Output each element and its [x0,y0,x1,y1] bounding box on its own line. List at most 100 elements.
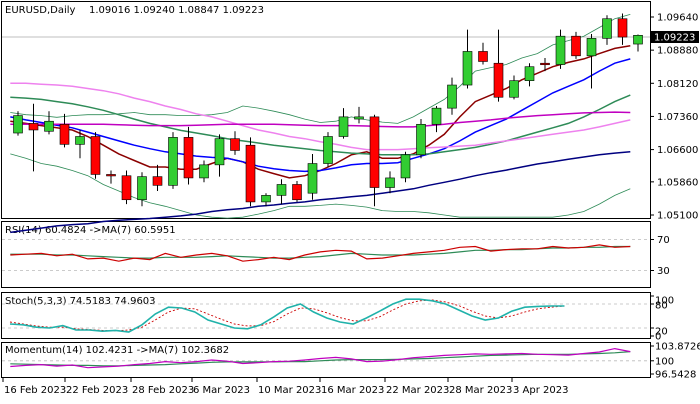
stoch-label: Stoch(5,3,3) 74.5183 74.9603 [5,296,156,307]
candle [59,113,70,148]
candle-body [400,154,411,179]
candle [524,63,535,87]
candle-body [509,80,519,98]
candle-body [261,195,271,203]
candle-body [385,177,395,188]
candle-body [524,66,535,81]
candle [121,170,132,205]
current-price-box [651,31,699,43]
candle [447,77,457,115]
candle [385,171,395,194]
ma-fast-line [10,45,631,179]
candle [323,132,333,168]
date-tick-label: 3 Apr 2023 [513,385,568,396]
candle [354,106,364,124]
rsi-panel-frame [1,221,651,288]
candle [493,29,504,102]
candle [540,57,550,72]
stoch-panel-frame [1,292,651,339]
momentum-panel-frame [1,342,651,378]
candle-body [586,38,597,57]
candle-body [617,18,628,38]
candle [183,126,194,185]
candle-body [276,184,287,196]
candle [431,105,442,133]
ma-navy-line [10,151,631,234]
candle [307,153,318,200]
candle [478,42,488,65]
candle [90,132,101,179]
date-tick-label: 16 Mar 2023 [321,385,384,396]
candle-body [633,35,643,45]
candle-body [323,136,333,164]
candle-body [183,137,194,179]
candle-body [447,84,457,109]
symbol-label: EURUSD,Daily [5,5,76,16]
candle [276,179,287,205]
candle [400,151,411,183]
date-tick-label: 10 Mar 2023 [258,385,321,396]
candle-body [416,123,426,156]
candle-body [44,120,54,132]
candle [509,75,519,100]
candle-body [152,176,163,186]
candle [44,111,54,135]
candle [152,164,163,192]
price-tick-label: 1.07360 [657,112,698,123]
candle-body [199,164,209,179]
date-tick-label: 16 Feb 2023 [4,385,66,396]
stoch-tick-label: 80 [655,301,668,312]
candle [292,180,302,202]
momentum-label: Momentum(14) 102.4231 ->MA(7) 102.3682 [5,345,229,356]
candle [416,119,426,159]
candle-body [307,163,318,194]
candle-body [369,116,380,188]
candle-body [90,136,101,175]
candle [369,114,380,207]
candle-body [75,136,85,145]
ma-mid-line [10,58,631,173]
price-tick-label: 1.05100 [657,211,698,222]
candle [137,172,147,207]
stoch-tick-label: 0 [655,332,661,343]
candle [571,31,581,59]
candle [214,134,225,177]
current-price-label: 1.09223 [654,33,695,44]
bb-upper-line [10,14,631,124]
candle [338,108,349,139]
candle [633,34,643,52]
stoch-tick-label: 100 [655,296,674,307]
candle-body [602,18,612,39]
candle-body [571,35,581,57]
candle-body [338,116,349,137]
stoch-tick-label: 20 [655,327,668,338]
candle-body [354,116,364,120]
momentum-tick-label: 96.5428 [655,370,696,381]
price-tick-label: 1.06600 [657,145,698,156]
rsi-tick-label: 30 [657,266,670,277]
main-panel-frame [1,1,651,219]
candle-body [230,138,240,151]
ma-purple-line [10,111,631,128]
date-tick-label: 6 Mar 2023 [193,385,250,396]
date-tick-label: 22 Mar 2023 [386,385,449,396]
date-tick-label: 22 Feb 2023 [66,385,128,396]
candle-body [493,62,504,98]
candle [261,193,271,207]
bb-lower-line [10,153,631,219]
price-tick-label: 1.08880 [657,46,698,57]
ohlc-label: 1.09016 1.09240 1.08847 1.09223 [89,5,264,16]
momentum-tick-label: 103.8726 [655,342,700,353]
ma-violet-line [10,82,631,151]
candle-body [245,144,256,203]
candle-body [214,138,225,166]
stoch-k-line [9,298,565,333]
candle [245,137,256,207]
price-tick-label: 1.09640 [657,13,698,24]
candle-body [59,123,70,145]
ma-green-line [10,94,631,156]
candle-body [13,115,23,134]
candle [555,29,566,69]
candle-body [28,123,39,131]
